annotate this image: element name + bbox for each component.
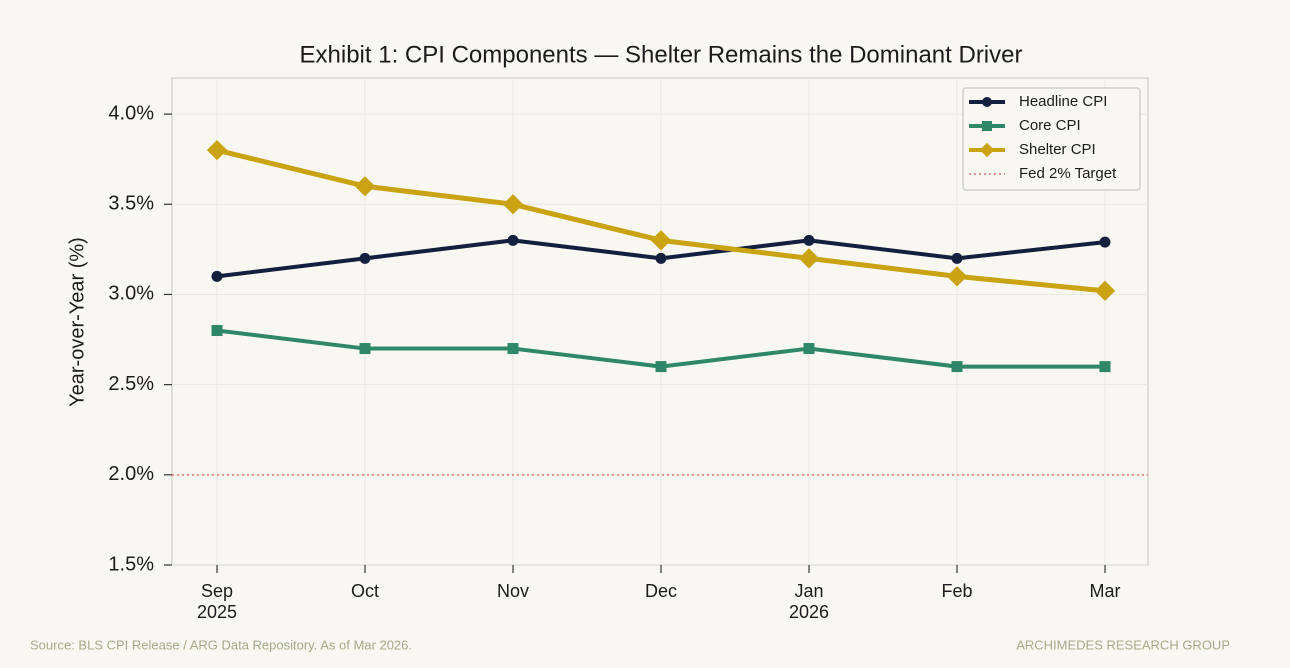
x-tick-label: Mar	[1090, 581, 1121, 601]
legend-label: Core CPI	[1019, 117, 1081, 134]
marker	[982, 121, 992, 131]
marker	[803, 343, 815, 355]
x-tick-label: Oct	[351, 581, 379, 601]
y-tick-label: 3.5%	[108, 193, 154, 215]
x-tick-label: Sep 2025	[197, 581, 237, 622]
y-tick-label: 1.5%	[108, 553, 154, 575]
marker	[1099, 361, 1111, 373]
marker	[211, 270, 223, 282]
x-tick-label: Dec	[645, 581, 677, 601]
x-tick-label: Jan 2026	[789, 581, 829, 622]
marker	[655, 252, 667, 264]
marker	[979, 142, 995, 158]
marker	[951, 361, 963, 373]
marker	[507, 234, 519, 246]
x-tick-label: Nov	[497, 581, 529, 601]
chart-title: Exhibit 1: CPI Components — Shelter Rema…	[300, 41, 1023, 68]
marker	[946, 266, 968, 287]
y-tick-label: 4.0%	[108, 102, 154, 124]
legend-label: Fed 2% Target	[1019, 165, 1117, 182]
marker	[206, 139, 228, 161]
marker	[359, 252, 371, 264]
marker	[1099, 236, 1111, 248]
marker	[502, 194, 524, 215]
source-note: Source: BLS CPI Release / ARG Data Repos…	[30, 637, 412, 652]
legend-box	[962, 87, 1141, 191]
marker	[798, 248, 820, 269]
marker	[650, 230, 672, 251]
legend-label: Headline CPI	[1019, 93, 1107, 110]
brand: ARCHIMEDES RESEARCH GROUP	[1016, 637, 1230, 652]
legend-label: Shelter CPI	[1019, 141, 1096, 158]
y-tick-label: 3.0%	[108, 283, 154, 305]
marker	[951, 252, 963, 264]
y-tick-label: 2.0%	[108, 463, 154, 485]
x-tick-label: Feb	[941, 581, 972, 601]
y-axis-label: Year-over-Year (%)	[66, 237, 88, 407]
marker	[507, 343, 519, 355]
marker	[803, 234, 815, 246]
marker	[359, 343, 371, 355]
y-tick-label: 2.5%	[108, 373, 154, 395]
marker	[982, 97, 992, 107]
marker	[1094, 280, 1116, 301]
marker	[354, 176, 376, 197]
marker	[655, 361, 667, 373]
marker	[211, 325, 223, 337]
